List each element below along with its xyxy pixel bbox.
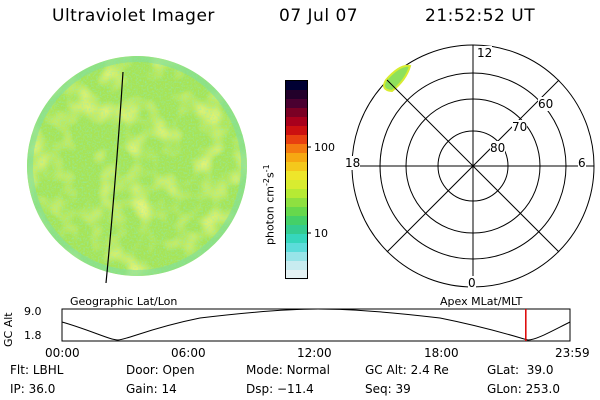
colorbar-band — [286, 198, 307, 208]
colorbar-band — [286, 171, 307, 181]
colorbar-band — [286, 162, 307, 172]
polar-label-18: 18 — [345, 156, 361, 170]
status-mode: Mode: Normal — [246, 363, 330, 377]
colorbar-band — [286, 243, 307, 253]
polar-lat-label-60: 60 — [538, 97, 554, 111]
status-filter: Flt: LBHL — [10, 363, 64, 377]
terminator-line — [105, 71, 124, 284]
colorbar-band — [286, 81, 307, 91]
timeline-right-caption: Apex MLat/MLT — [440, 295, 523, 308]
colorbar-band — [286, 117, 307, 127]
polar-lat-label-70: 70 — [512, 120, 528, 134]
polar-label-0: 0 — [468, 276, 476, 290]
colorbar-band — [286, 261, 307, 271]
time-tick-4: 23:59 — [555, 346, 590, 360]
colorbar-frame — [285, 80, 308, 279]
colorbar-band — [286, 180, 307, 190]
colorbar-band — [286, 225, 307, 235]
colorbar-band — [286, 207, 307, 217]
status-ip: IP: 36.0 — [10, 382, 56, 396]
date-label: 07 Jul 07 — [279, 6, 359, 26]
polar-label-12: 12 — [477, 46, 493, 60]
colorbar-band — [286, 189, 307, 199]
colorbar-band — [286, 126, 307, 136]
timeline-y-max: 9.0 — [24, 305, 42, 318]
status-dsp: Dsp: −11.4 — [246, 382, 314, 396]
polar-label-6: 6 — [578, 156, 586, 170]
status-seq: Seq: 39 — [365, 382, 411, 396]
colorbar-band — [286, 234, 307, 244]
polar-aurora-patch — [383, 64, 412, 93]
timeline-left-caption: Geographic Lat/Lon — [70, 295, 178, 308]
polar-diagonal-2 — [386, 79, 560, 253]
colorbar-band — [286, 153, 307, 163]
time-tick-3: 18:00 — [424, 346, 459, 360]
colorbar-band — [286, 216, 307, 226]
time-tick-0: 00:00 — [45, 346, 80, 360]
status-gain: Gain: 14 — [126, 382, 177, 396]
colorbar-band — [286, 252, 307, 262]
time-tick-2: 12:00 — [297, 346, 332, 360]
colorbar-band — [286, 99, 307, 109]
colorbar-band — [286, 270, 307, 280]
colorbar-band — [286, 135, 307, 145]
timeline-frame — [61, 308, 571, 342]
colorbar-tick-label-10: 10 — [314, 227, 328, 240]
colorbar-band — [286, 90, 307, 100]
time-tick-1: 06:00 — [171, 346, 206, 360]
status-glat: GLat: 39.0 — [487, 363, 554, 377]
colorbar-band — [286, 108, 307, 118]
colorbar-tick-label-100: 100 — [314, 141, 335, 154]
status-door: Door: Open — [126, 363, 195, 377]
status-glon: GLon: 253.0 — [487, 382, 560, 396]
colorbar — [285, 80, 311, 280]
instrument-title: Ultraviolet Imager — [52, 6, 215, 26]
polar-lat-label-80: 80 — [490, 141, 506, 155]
time-label: 21:52:52 UT — [425, 6, 536, 26]
colorbar-band — [286, 144, 307, 154]
status-gc-alt: GC Alt: 2.4 Re — [365, 363, 449, 377]
timeline-y-min: 1.8 — [24, 329, 42, 342]
